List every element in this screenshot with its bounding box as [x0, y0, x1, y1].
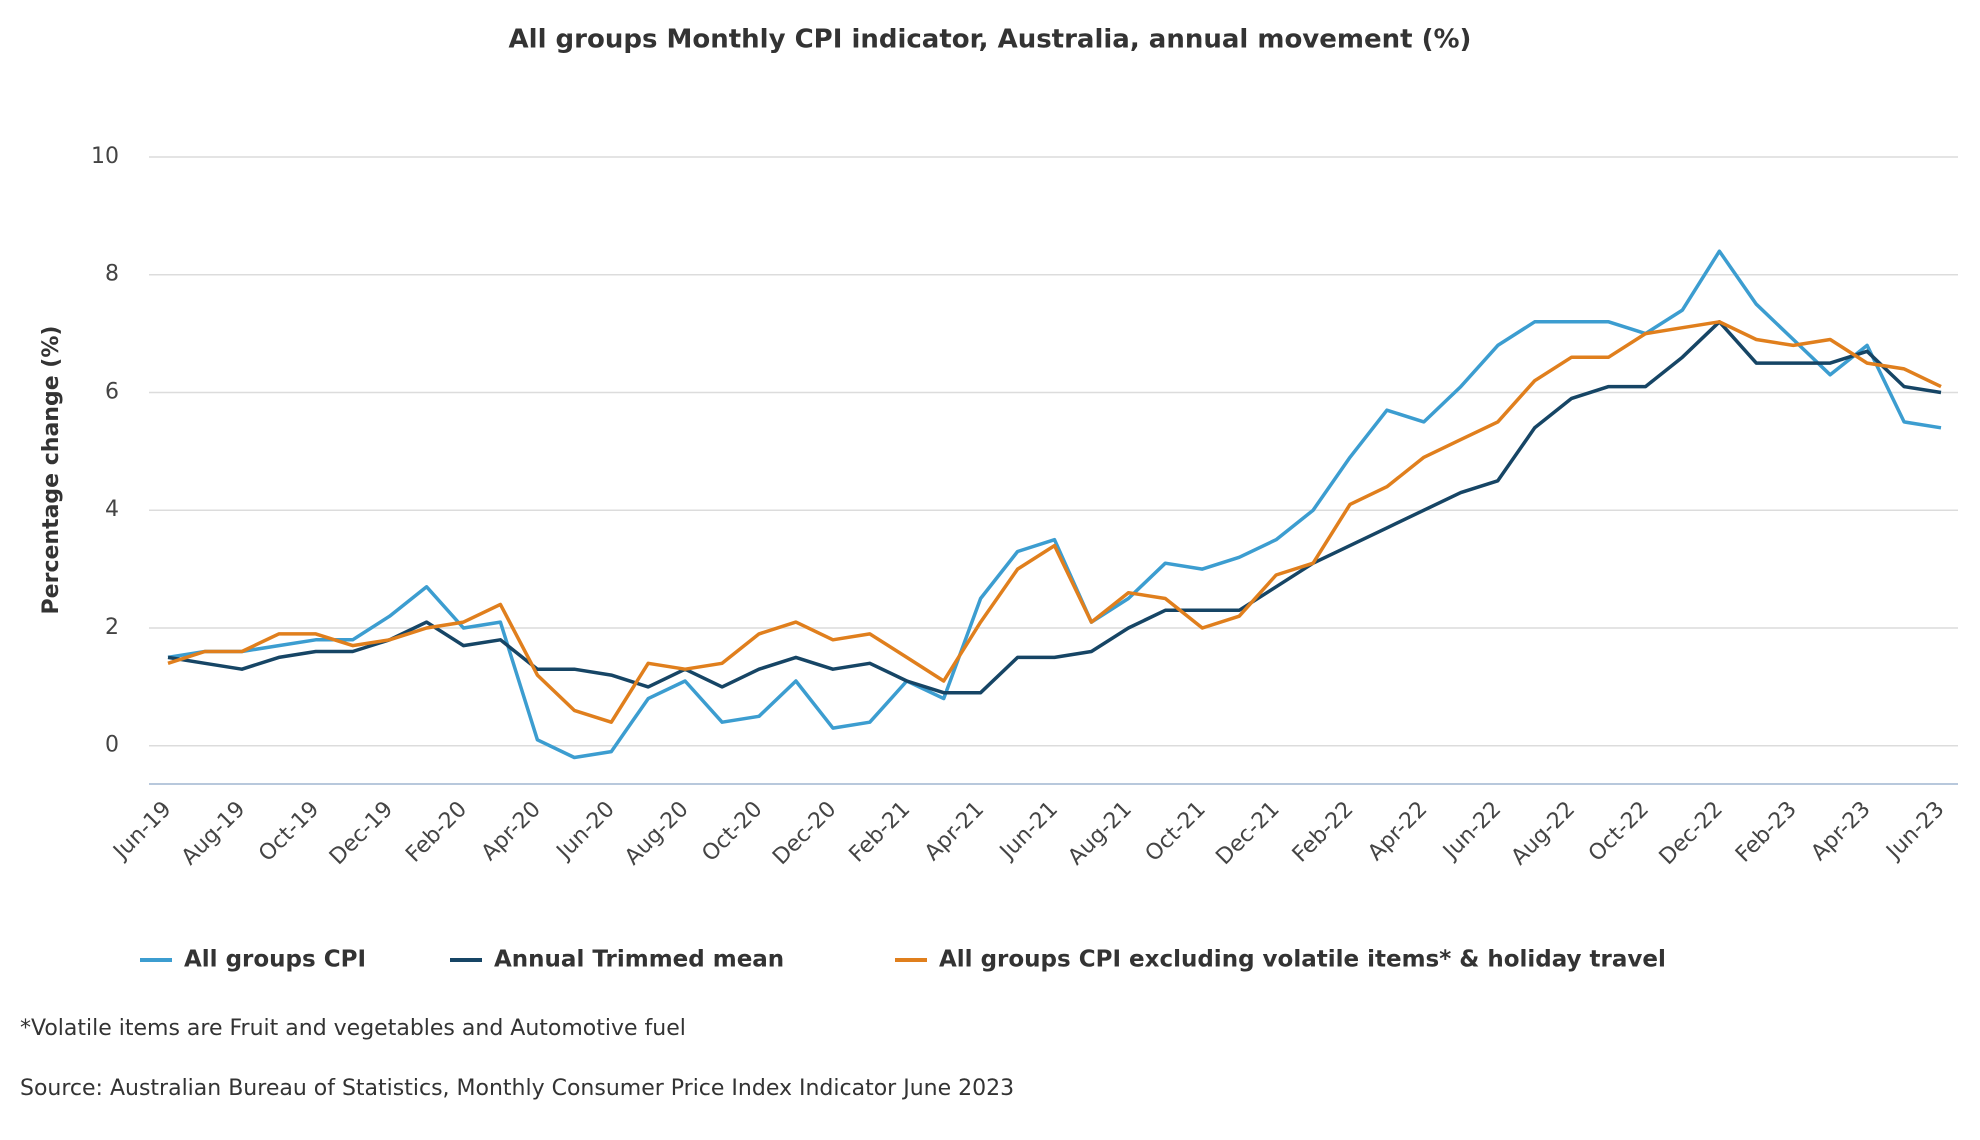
y-tick-label: 10 — [91, 144, 119, 169]
x-tick-label: Dec-19 — [325, 797, 398, 870]
y-tick-label: 4 — [105, 497, 119, 522]
x-tick-label: Dec-21 — [1211, 797, 1284, 870]
y-tick-label: 8 — [105, 262, 119, 287]
x-tick-label: Aug-19 — [177, 797, 250, 870]
y-tick-label: 0 — [105, 733, 119, 758]
x-tick-label: Feb-21 — [845, 797, 916, 868]
source-note: Source: Australian Bureau of Statistics,… — [20, 1076, 1014, 1101]
legend-label: All groups CPI — [184, 947, 366, 973]
legend-label: Annual Trimmed mean — [494, 947, 784, 973]
x-tick-label: Jun-19 — [108, 797, 177, 866]
x-tick-label: Jun-23 — [1881, 797, 1950, 866]
x-tick-label: Aug-22 — [1507, 797, 1580, 870]
x-tick-label: Jun-22 — [1437, 797, 1506, 866]
x-tick-label: Apr-23 — [1807, 797, 1876, 866]
legend-label: All groups CPI excluding volatile items*… — [939, 947, 1666, 973]
x-tick-label: Feb-22 — [1288, 797, 1359, 868]
chart-title: All groups Monthly CPI indicator, Austra… — [509, 25, 1472, 55]
x-tick-label: Oct-21 — [1141, 797, 1211, 867]
x-tick-label: Feb-23 — [1731, 797, 1802, 868]
x-tick-label: Jun-21 — [994, 797, 1063, 866]
y-tick-label: 2 — [105, 615, 119, 640]
x-tick-label: Oct-19 — [254, 797, 324, 867]
x-tick-label: Oct-20 — [697, 797, 767, 867]
x-tick-label: Aug-21 — [1063, 797, 1136, 870]
y-axis-label: Percentage change (%) — [39, 326, 64, 615]
series-line — [167, 320, 1942, 695]
footnote: *Volatile items are Fruit and vegetables… — [20, 1016, 686, 1041]
x-tick-label: Feb-20 — [401, 797, 472, 868]
x-tick-label: Dec-22 — [1655, 797, 1728, 870]
x-tick-label: Oct-22 — [1584, 797, 1654, 867]
x-tick-label: Apr-21 — [920, 797, 989, 866]
x-tick-label: Jun-20 — [551, 797, 620, 866]
y-tick-label: 6 — [105, 379, 119, 404]
x-tick-label: Apr-22 — [1363, 797, 1432, 866]
series-line — [167, 320, 1942, 724]
x-tick-label: Aug-20 — [620, 797, 693, 870]
x-tick-label: Apr-20 — [477, 797, 546, 866]
x-tick-label: Dec-20 — [768, 797, 841, 870]
